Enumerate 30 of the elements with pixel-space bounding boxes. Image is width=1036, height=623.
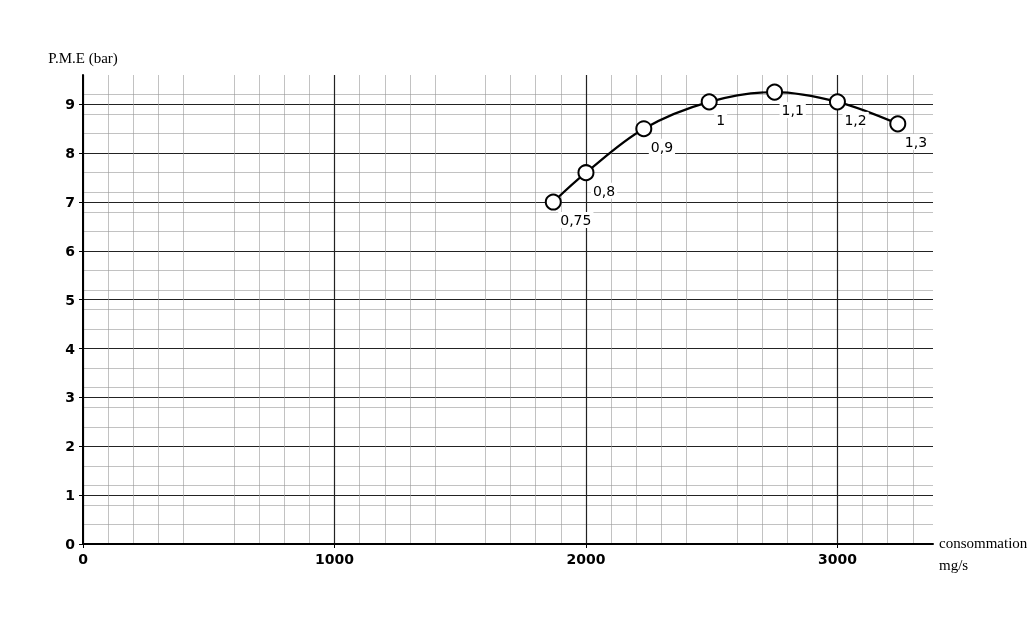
y-tick-label: 3 xyxy=(65,389,75,406)
annotation: 0,75 xyxy=(560,212,592,229)
y-tick-label: 4 xyxy=(65,340,76,357)
y-axis-title: P.M.E (bar) xyxy=(48,49,118,67)
point xyxy=(577,164,595,182)
y-tick-label: 7 xyxy=(65,194,75,211)
point xyxy=(889,115,907,133)
point xyxy=(544,193,562,211)
y-tick-label: 2 xyxy=(65,438,75,455)
point xyxy=(635,120,653,138)
annotation: 1,1 xyxy=(781,102,804,119)
y-tick-label: 5 xyxy=(65,291,75,308)
annotation: 1,2 xyxy=(844,111,867,128)
point xyxy=(700,93,718,111)
x-tick-label: 0 xyxy=(78,551,89,567)
y-tick-label: 6 xyxy=(65,242,75,259)
x-tick-label: 2000 xyxy=(566,551,606,567)
point xyxy=(766,83,784,101)
y-tick-label: 8 xyxy=(65,145,75,162)
annotation: 0,9 xyxy=(650,138,674,155)
x-axis-title: consommation mg/s xyxy=(939,535,1028,573)
y-tick-label: 1 xyxy=(65,487,75,504)
annotation: 1,3 xyxy=(904,133,928,150)
annotation: 0,8 xyxy=(592,182,616,199)
y-tick-label: 9 xyxy=(65,96,75,113)
annotation: 1 xyxy=(716,111,726,128)
y-tick-label: 0 xyxy=(65,536,76,552)
x-tick-label: 1000 xyxy=(314,551,355,567)
x-tick-label: 3000 xyxy=(817,551,858,567)
point xyxy=(828,93,846,111)
